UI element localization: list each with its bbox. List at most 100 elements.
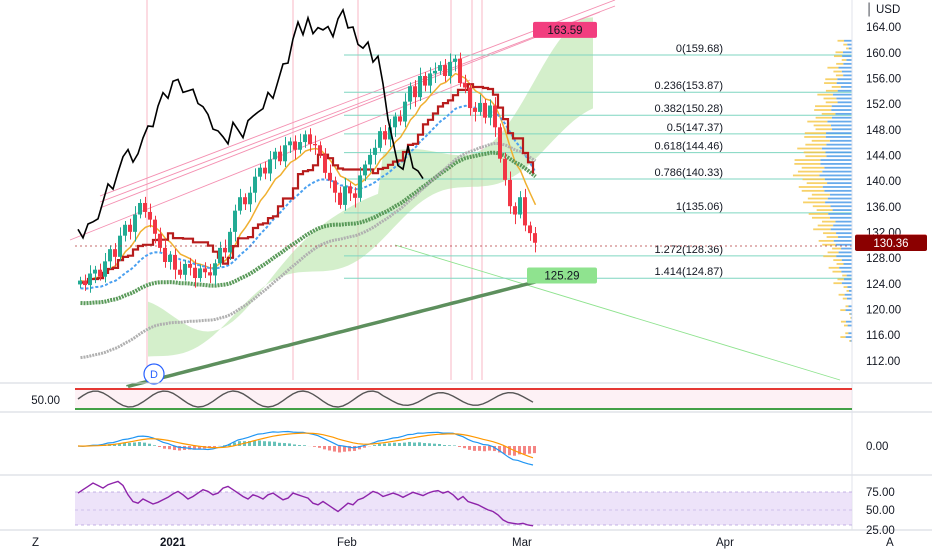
vp-bar-up — [848, 289, 852, 292]
vp-bar-down — [811, 139, 830, 142]
vp-bar-up — [846, 297, 852, 300]
vp-bar-up — [847, 286, 852, 288]
candle-body — [313, 143, 317, 146]
fib-level-label: 0.5(147.37) — [667, 122, 723, 134]
candle-body — [378, 131, 382, 148]
candle-body — [128, 224, 132, 232]
vp-bar-up — [827, 120, 852, 123]
candle-body — [233, 210, 237, 232]
vp-bar-down — [802, 178, 825, 181]
vp-bar-down — [811, 193, 830, 196]
macd-bar — [168, 446, 171, 450]
candle-body — [328, 172, 332, 181]
candle-body — [308, 134, 312, 144]
macd-bar — [133, 442, 136, 446]
macd-bar — [273, 441, 276, 446]
macd-bar — [493, 446, 496, 452]
vp-bar-down — [823, 97, 837, 100]
candle-body — [463, 83, 467, 88]
candle-body — [458, 58, 462, 84]
vp-bar-down — [843, 324, 848, 327]
candle-body — [473, 108, 477, 112]
candle-body — [113, 249, 117, 257]
vp-bar-up — [843, 62, 852, 65]
candle-body — [448, 61, 452, 76]
candle-body — [468, 87, 472, 109]
macd-pane: 0.00 — [77, 430, 888, 466]
vp-bar-up — [835, 243, 852, 246]
vp-bar-up — [841, 259, 852, 262]
vp-bar-down — [835, 51, 843, 54]
vp-bar-up — [846, 59, 852, 61]
candle-body — [193, 267, 197, 279]
macd-bar — [373, 445, 376, 446]
macd-bar — [228, 444, 231, 446]
vp-bar-down — [840, 320, 846, 323]
macd-bar — [383, 443, 386, 446]
price-tick: 120.00 — [866, 304, 901, 316]
channel-line — [99, 11, 601, 209]
vp-bar-up — [827, 197, 852, 200]
time-axis[interactable]: 2021 Feb Mar Apr Z A — [32, 537, 894, 549]
vp-bar-up — [820, 159, 852, 161]
candle-body — [298, 142, 302, 150]
vp-bar-up — [835, 112, 852, 115]
vp-bar-down — [792, 174, 820, 177]
vp-bar-down — [840, 336, 846, 338]
price-tag-label: 163.59 — [547, 25, 582, 37]
candle-body — [253, 176, 257, 193]
channel-line — [99, 5, 616, 203]
price-tag-box — [855, 235, 927, 252]
currency-label-prefix: │ — [866, 2, 873, 17]
vp-bar-up — [838, 236, 852, 238]
macd-bar — [453, 445, 456, 446]
interval-marker[interactable]: D — [143, 363, 165, 385]
macd-bar — [298, 444, 301, 446]
rsi-tick-50: 50.00 — [866, 505, 895, 517]
vp-bar-down — [823, 232, 837, 235]
candle-body — [238, 197, 242, 211]
candle-body — [278, 151, 282, 162]
vp-bar-up — [841, 270, 852, 273]
vp-bar-up — [848, 305, 852, 308]
time-tick-mar: Mar — [512, 537, 532, 549]
vp-bar-down — [832, 247, 842, 250]
vp-bar-down — [836, 62, 844, 65]
candle-body — [358, 175, 362, 198]
vp-bar-down — [813, 228, 831, 231]
vp-bar-down — [845, 305, 849, 308]
macd-bar — [318, 446, 321, 448]
vp-bar-up — [830, 228, 852, 231]
vp-bar-down — [803, 201, 826, 204]
currency-selector[interactable]: │ USD — [866, 2, 900, 17]
candle-body — [178, 269, 182, 275]
vp-bar-down — [811, 216, 830, 219]
vp-bar-up — [850, 340, 852, 342]
vp-bar-up — [845, 309, 852, 312]
macd-bar — [358, 446, 361, 450]
macd-bar — [268, 441, 271, 446]
candle-body — [398, 116, 402, 122]
candle-body — [283, 145, 287, 162]
candle-body — [363, 164, 367, 176]
vp-bar-up — [838, 66, 852, 69]
vp-bar-up — [819, 174, 852, 177]
vp-bar-up — [833, 224, 852, 227]
vp-bar-down — [815, 116, 832, 119]
auto-scale-toggle[interactable]: A — [886, 537, 894, 549]
rsi-tick-25: 25.00 — [866, 525, 895, 537]
vp-bar-down — [807, 120, 828, 123]
macd-bar — [338, 446, 341, 453]
vp-bar-down — [815, 128, 832, 131]
vp-bar-down — [821, 220, 836, 223]
vp-bar-down — [827, 66, 839, 69]
candle-body — [418, 75, 422, 98]
macd-bar — [533, 446, 536, 454]
vp-bar-up — [839, 266, 852, 269]
price-tag-label: 125.29 — [544, 271, 579, 283]
price-tick: 112.00 — [866, 356, 900, 368]
vp-bar-up — [847, 43, 852, 46]
macd-bar — [343, 446, 346, 452]
zoom-toggle-left[interactable]: Z — [32, 537, 39, 549]
